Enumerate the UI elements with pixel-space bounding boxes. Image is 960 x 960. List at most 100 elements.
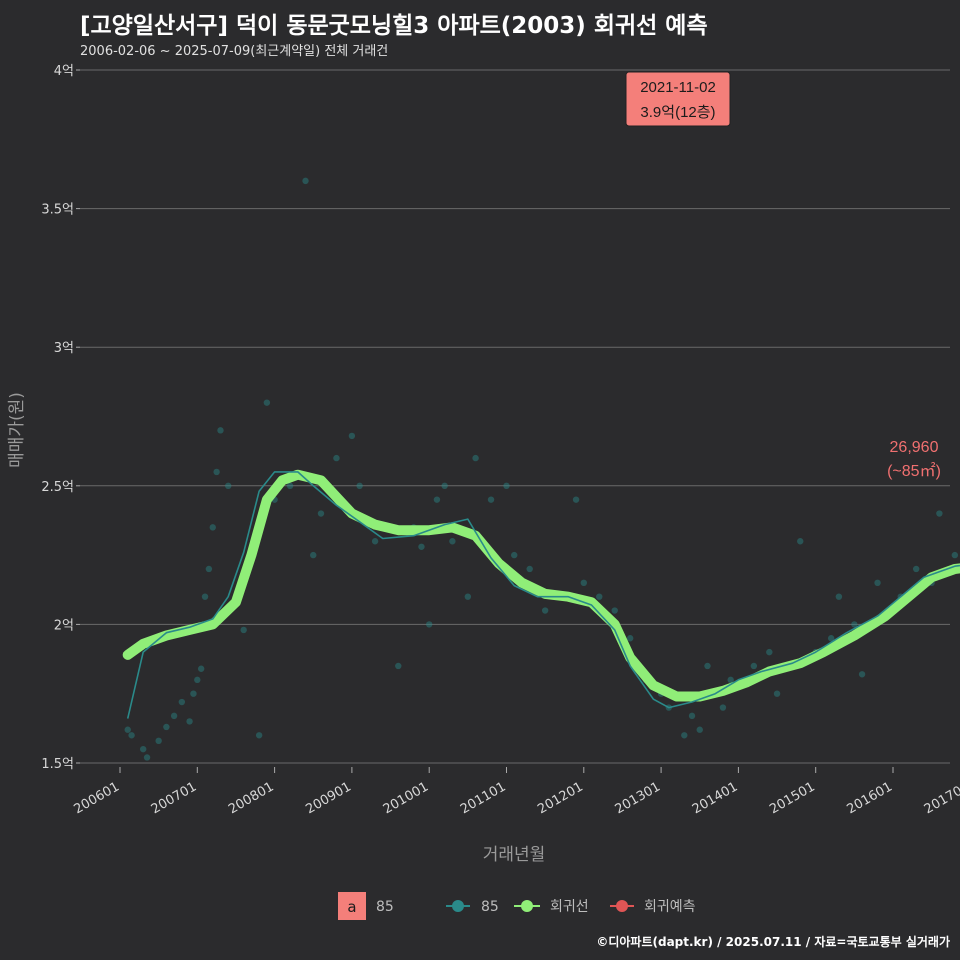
trade-point-72 — [874, 579, 881, 587]
x-axis-label: 거래년월 — [483, 845, 546, 865]
trade-point-57 — [696, 726, 703, 733]
trade-point-66 — [797, 538, 804, 545]
series-lines — [122, 469, 960, 719]
y-tick-label-1: 2억 — [54, 618, 74, 633]
trade-point-71 — [858, 671, 866, 678]
x-tick-label-9: 201501 — [767, 779, 817, 817]
trade-point-8 — [186, 718, 193, 725]
trade-point-40 — [472, 454, 479, 462]
last-point-value: 26,960 — [890, 439, 939, 456]
highlight-value: 3.9억(12층) — [640, 104, 715, 121]
regression-line — [122, 469, 960, 702]
trade-point-36 — [433, 496, 441, 503]
last-point-area: (~85㎡) — [887, 462, 941, 480]
legend-regression-dot — [521, 900, 533, 912]
legend-prediction-label: 회귀예측 — [644, 899, 696, 915]
x-tick-label-4: 201001 — [381, 779, 431, 817]
x-tick-label-0: 200601 — [72, 779, 122, 817]
x-tick-label-6: 201201 — [535, 779, 585, 817]
trade-point-43 — [511, 551, 518, 559]
trade-point-77 — [936, 510, 943, 517]
legend-badge — [338, 892, 366, 920]
trade-point-39 — [464, 593, 472, 600]
y-tick-label-0: 1.5억 — [41, 757, 74, 772]
trade-point-37 — [441, 482, 448, 489]
x-tick-label-3: 200901 — [303, 779, 353, 817]
trade-point-3 — [143, 754, 151, 761]
trade-point-75 — [912, 565, 920, 573]
trade-point-30 — [371, 538, 379, 545]
legend-85-dot — [452, 900, 464, 912]
y-tick-label-4: 3.5억 — [41, 203, 74, 218]
trade-point-32 — [395, 662, 402, 670]
y-axis-label: 매매가(원) — [7, 392, 27, 468]
trade-point-23 — [286, 482, 294, 489]
trade-point-5 — [163, 723, 170, 731]
gridlines — [80, 69, 950, 764]
trade-85-line — [126, 471, 960, 719]
trade-point-24 — [302, 177, 309, 185]
y-tick-label-2: 2.5억 — [41, 480, 74, 495]
trade-point-19 — [240, 626, 247, 634]
x-tick-label-2: 200801 — [226, 779, 276, 817]
trade-point-56 — [688, 712, 696, 720]
x-tick-label-11: 201701 — [922, 779, 960, 817]
trade-point-50 — [611, 607, 618, 614]
trade-point-27 — [333, 454, 340, 462]
trade-point-6 — [170, 712, 178, 720]
trade-point-63 — [766, 648, 773, 656]
trade-point-9 — [190, 690, 197, 697]
trade-point-47 — [572, 496, 580, 503]
trade-point-51 — [626, 635, 634, 642]
trade-point-35 — [426, 621, 433, 628]
trade-point-48 — [580, 579, 587, 587]
trade-point-1 — [128, 732, 135, 739]
legend-badge-label: 85 — [376, 899, 394, 915]
x-tick-label-1: 200701 — [149, 779, 199, 817]
footer-credit: ©디아파트(dapt.kr) / 2025.07.11 / 자료=국토교통부 실… — [596, 935, 950, 949]
x-tick-label-7: 201301 — [613, 779, 663, 817]
trade-point-69 — [835, 593, 843, 600]
trade-point-78 — [951, 551, 959, 559]
trade-point-45 — [541, 607, 549, 614]
trade-point-49 — [596, 593, 603, 600]
x-tick-label-5: 201101 — [458, 779, 508, 817]
trade-point-21 — [263, 399, 271, 406]
legend-85-label: 85 — [481, 899, 499, 915]
trade-point-7 — [178, 698, 186, 706]
trade-point-26 — [317, 510, 325, 517]
trade-point-70 — [851, 621, 858, 628]
trade-point-11 — [197, 665, 205, 672]
trade-point-44 — [526, 565, 533, 573]
trade-scatter — [124, 177, 959, 761]
chart-subtitle: 2006-02-06 ~ 2025-07-09(최근계약일) 전체 거래건 — [80, 44, 389, 59]
y-axis: 1.5억 2억 2.5억 3억 3.5억 4억 — [41, 64, 80, 772]
legend-regression-label: 회귀선 — [550, 899, 589, 915]
legend-prediction-dot — [616, 900, 628, 912]
x-axis: 200601 200701 200801 200901 201001 201101 2012… — [72, 767, 960, 817]
trade-point-2 — [139, 745, 147, 753]
legend: a 85 85 회귀선 회귀예측 — [338, 892, 696, 920]
trade-point-29 — [356, 482, 363, 489]
highlight-annotation: 2021-11-02 3.9억(12층) — [625, 71, 731, 127]
trade-point-42 — [503, 482, 510, 489]
x-tick-label-10: 201601 — [845, 779, 895, 817]
trade-point-14 — [209, 524, 216, 531]
trade-point-15 — [213, 468, 220, 476]
trade-point-17 — [225, 482, 232, 489]
y-tick-label-5: 4억 — [54, 64, 74, 79]
trade-point-38 — [449, 538, 456, 545]
x-tick-label-8: 201401 — [690, 779, 740, 817]
legend-badge-letter: a — [347, 898, 356, 916]
trade-point-12 — [201, 593, 209, 600]
trade-point-4 — [155, 737, 162, 745]
trade-point-25 — [310, 551, 317, 559]
trade-point-41 — [487, 496, 495, 503]
chart-title: [고양일산서구] 덕이 동문굿모닝힐3 아파트(2003) 회귀선 예측 — [80, 13, 708, 39]
trade-point-16 — [217, 427, 224, 434]
highlight-box — [625, 71, 731, 127]
trade-point-64 — [773, 690, 781, 697]
trade-point-59 — [719, 704, 727, 711]
highlight-date: 2021-11-02 — [640, 79, 716, 96]
